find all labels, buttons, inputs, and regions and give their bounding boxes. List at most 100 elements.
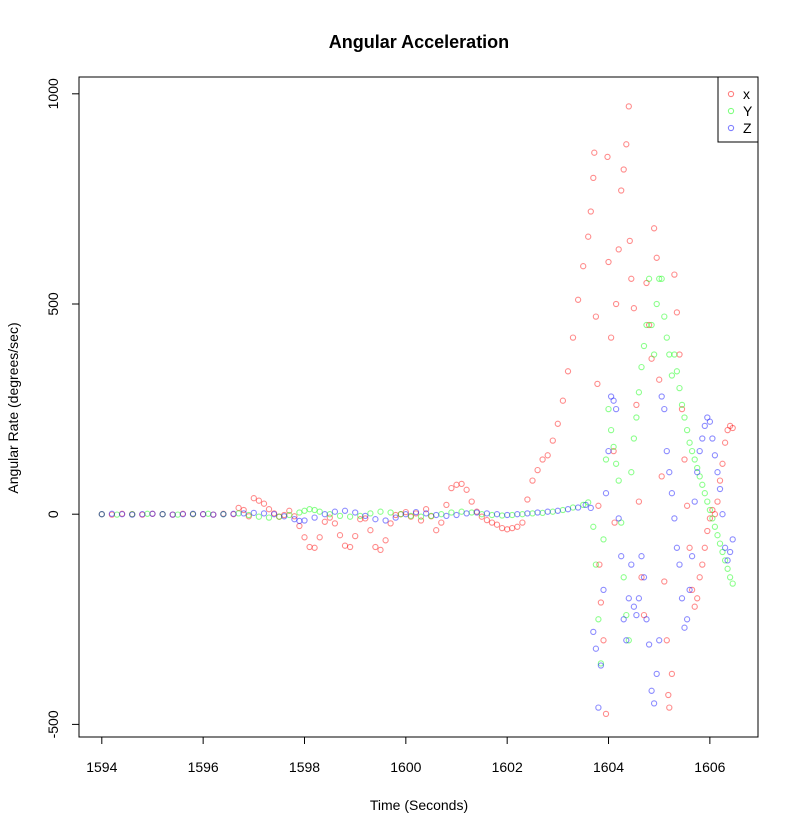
point-x-65 (493, 521, 501, 528)
point-z-36 (453, 511, 460, 519)
point-y-7 (205, 510, 212, 517)
point-z-20 (296, 517, 303, 525)
point-x-28 (306, 543, 313, 551)
point-y-47 (590, 523, 597, 530)
point-y-90 (699, 481, 706, 488)
point-y-94 (709, 515, 716, 522)
point-x-98 (611, 519, 618, 526)
point-z-92 (694, 469, 701, 476)
point-y-37 (498, 512, 506, 519)
point-y-11 (255, 513, 263, 520)
point-z-67 (630, 603, 638, 610)
point-z-2 (118, 511, 126, 518)
point-y-12 (265, 514, 273, 521)
point-x-14 (235, 504, 242, 512)
point-z-73 (645, 641, 653, 648)
point-x-146 (726, 422, 734, 430)
chart-title: Angular Acceleration (329, 32, 509, 52)
point-x-46 (397, 511, 404, 518)
point-x-136 (701, 544, 708, 551)
point-z-99 (711, 452, 719, 459)
point-x-59 (463, 486, 470, 493)
point-z-86 (678, 595, 686, 602)
point-x-108 (633, 401, 640, 409)
legend-marker-y (727, 107, 735, 115)
point-x-68 (509, 524, 516, 532)
point-z-88 (683, 616, 691, 623)
point-x-103 (623, 141, 630, 148)
point-x-47 (402, 508, 409, 516)
point-y-96 (714, 532, 721, 539)
point-x-42 (377, 546, 384, 554)
point-x-71 (524, 496, 531, 503)
point-x-21 (270, 510, 278, 517)
x-axis-label: Time (Seconds) (370, 797, 468, 813)
point-z-19 (291, 516, 298, 523)
point-x-30 (316, 534, 323, 541)
point-y-9 (235, 510, 242, 517)
point-z-30 (392, 514, 399, 521)
point-y-51 (600, 536, 607, 543)
point-y-102 (729, 580, 736, 587)
point-x-53 (433, 527, 440, 534)
point-x-24 (286, 507, 293, 514)
point-y-73 (656, 275, 663, 282)
point-y-48 (592, 561, 600, 568)
point-z-96 (704, 414, 711, 421)
point-y-35 (478, 511, 485, 518)
point-z-9 (189, 510, 197, 517)
point-y-55 (610, 443, 617, 451)
data-points (98, 103, 736, 718)
point-y-80 (673, 368, 681, 375)
point-x-51 (422, 506, 430, 513)
point-z-34 (433, 511, 440, 519)
legend-marker-z (727, 124, 735, 132)
x-tick-label: 1604 (593, 759, 624, 775)
point-y-26 (387, 509, 394, 516)
point-x-97 (610, 447, 617, 455)
point-z-5 (149, 510, 156, 517)
point-z-69 (635, 595, 643, 602)
point-y-68 (643, 321, 650, 329)
point-y-95 (711, 523, 719, 530)
point-y-86 (688, 447, 696, 455)
point-x-38 (357, 516, 364, 523)
point-z-22 (311, 514, 318, 521)
point-y-75 (661, 313, 668, 320)
legend-label-z: Z (743, 120, 752, 136)
point-y-74 (658, 275, 665, 282)
point-y-49 (595, 616, 602, 623)
point-z-42 (514, 511, 521, 518)
point-y-38 (509, 511, 516, 519)
point-z-35 (443, 512, 450, 520)
point-z-41 (504, 511, 511, 519)
point-y-65 (635, 389, 643, 396)
point-x-72 (529, 477, 536, 484)
point-x-124 (671, 271, 678, 278)
point-x-92 (600, 637, 607, 644)
point-y-20 (326, 511, 333, 518)
point-z-39 (483, 510, 491, 517)
point-x-115 (650, 225, 658, 232)
point-y-14 (286, 511, 293, 519)
point-z-65 (625, 595, 632, 602)
point-y-59 (620, 574, 627, 581)
point-x-4 (139, 511, 146, 518)
point-y-4 (159, 511, 166, 518)
point-x-127 (678, 405, 686, 413)
point-z-93 (696, 447, 703, 455)
point-z-63 (620, 616, 627, 623)
point-x-0 (98, 511, 105, 518)
point-x-67 (504, 526, 511, 533)
point-x-75 (544, 452, 551, 459)
point-y-50 (597, 660, 605, 667)
point-x-70 (519, 519, 526, 526)
point-y-39 (519, 511, 526, 518)
point-x-52 (428, 513, 435, 520)
y-tick-label: -500 (45, 710, 61, 738)
point-z-70 (638, 553, 645, 560)
point-z-97 (706, 418, 714, 425)
point-z-58 (607, 393, 615, 400)
point-z-87 (681, 624, 688, 631)
point-z-52 (592, 645, 600, 652)
